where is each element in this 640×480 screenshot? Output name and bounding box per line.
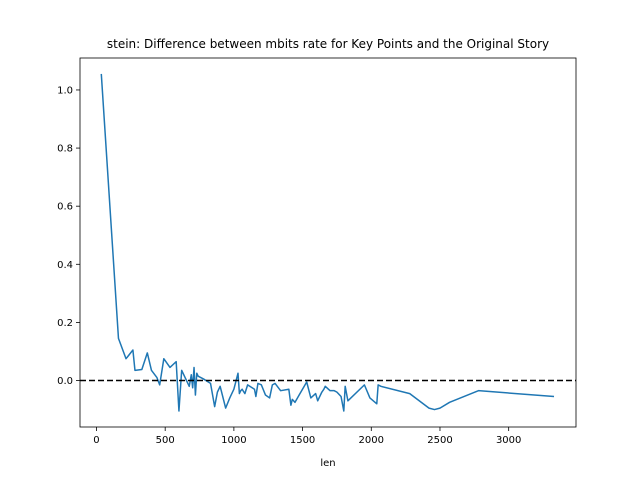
y-tick-label: 0.4 bbox=[57, 260, 73, 271]
x-tick-label: 2500 bbox=[427, 435, 452, 446]
y-tick-label: 0.0 bbox=[57, 376, 73, 387]
x-tick-label: 3000 bbox=[496, 435, 521, 446]
y-tick-label: 1.0 bbox=[57, 85, 73, 96]
y-tick-label: 0.6 bbox=[57, 202, 73, 213]
plot-area bbox=[80, 73, 576, 412]
plot-frame bbox=[79, 57, 577, 428]
y-tick-label: 0.2 bbox=[57, 318, 73, 329]
chart-title: stein: Difference between mbits rate for… bbox=[107, 37, 549, 51]
x-tick-label: 500 bbox=[156, 435, 175, 446]
x-tick-label: 2000 bbox=[359, 435, 384, 446]
x-axis-label: len bbox=[320, 458, 335, 469]
x-tick-label: 1000 bbox=[221, 435, 246, 446]
x-tick-label: 0 bbox=[93, 435, 99, 446]
series-line bbox=[100, 73, 555, 412]
y-tick-label: 0.8 bbox=[57, 144, 73, 155]
x-tick-label: 1500 bbox=[290, 435, 315, 446]
